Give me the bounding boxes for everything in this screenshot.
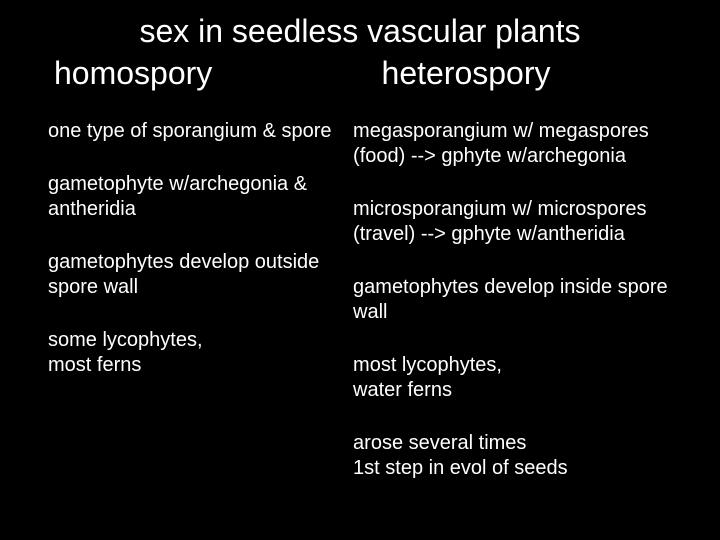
slide-title: sex in seedless vascular plants [48,12,672,50]
list-item: arose several times1st step in evol of s… [353,431,690,481]
list-item: gametophytes develop inside spore wall [353,275,690,325]
column-headings: homospory heterospory [48,54,672,92]
content-columns: one type of sporangium & spore gametophy… [48,119,672,481]
list-item: microsporangium w/ microspores (travel) … [353,197,690,247]
list-item: megasporangium w/ megaspores (food) --> … [353,119,690,169]
column-heterospory: megasporangium w/ megaspores (food) --> … [345,119,690,481]
heading-homospory: homospory [48,54,354,92]
slide: sex in seedless vascular plants homospor… [0,0,720,540]
list-item: some lycophytes,most ferns [48,328,335,378]
list-item: one type of sporangium & spore [48,119,335,144]
list-item: gametophyte w/archegonia & antheridia [48,172,335,222]
list-item: gametophytes develop outside spore wall [48,250,335,300]
heading-heterospory: heterospory [354,54,706,92]
column-homospory: one type of sporangium & spore gametophy… [48,119,345,481]
list-item: most lycophytes,water ferns [353,353,690,403]
